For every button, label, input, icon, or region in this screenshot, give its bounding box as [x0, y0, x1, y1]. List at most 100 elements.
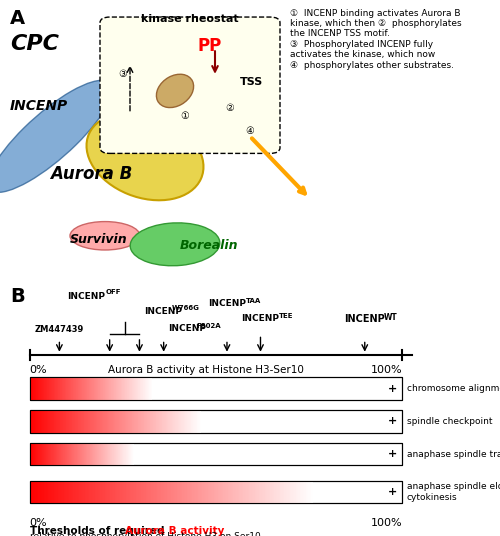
Bar	[66, 410, 68, 433]
Bar	[196, 481, 198, 503]
Bar	[102, 377, 104, 400]
Bar	[36, 481, 38, 503]
Bar	[130, 377, 131, 400]
Bar	[30, 481, 402, 503]
Bar	[232, 481, 234, 503]
Bar	[122, 481, 123, 503]
Bar	[37, 443, 38, 465]
Bar	[80, 377, 81, 400]
Bar	[107, 443, 108, 465]
Bar	[67, 443, 68, 465]
Bar	[204, 481, 205, 503]
Bar	[228, 481, 229, 503]
Bar	[38, 481, 40, 503]
Bar	[239, 481, 240, 503]
Bar	[201, 481, 202, 503]
Bar	[148, 377, 149, 400]
Bar	[246, 481, 248, 503]
Bar	[188, 410, 189, 433]
Bar	[215, 481, 216, 503]
Text: F802A: F802A	[196, 323, 220, 329]
Text: OFF: OFF	[106, 289, 121, 295]
Bar	[52, 443, 53, 465]
Bar	[170, 410, 171, 433]
Bar	[50, 443, 51, 465]
Bar	[293, 481, 294, 503]
Bar	[72, 377, 73, 400]
Bar	[30, 377, 402, 400]
Bar	[230, 481, 232, 503]
Bar	[109, 481, 110, 503]
Bar	[62, 377, 63, 400]
Bar	[106, 410, 108, 433]
Bar	[132, 481, 133, 503]
Bar	[67, 377, 68, 400]
Bar	[90, 443, 91, 465]
Bar	[99, 481, 100, 503]
Bar	[280, 481, 281, 503]
Text: B: B	[10, 287, 25, 306]
Bar	[249, 481, 250, 503]
Bar	[104, 443, 105, 465]
Text: Thresholds of required: Thresholds of required	[30, 526, 168, 536]
Bar	[174, 481, 176, 503]
Text: W766G: W766G	[172, 306, 200, 311]
Bar	[85, 443, 86, 465]
Bar	[32, 443, 33, 465]
Text: INCENP: INCENP	[67, 292, 105, 301]
Bar	[59, 377, 60, 400]
Bar	[48, 410, 50, 433]
Bar	[34, 481, 35, 503]
Bar	[91, 377, 92, 400]
Bar	[105, 377, 106, 400]
Text: +: +	[388, 416, 397, 426]
Bar	[98, 443, 99, 465]
Bar	[62, 410, 63, 433]
Bar	[69, 377, 70, 400]
Bar	[57, 443, 58, 465]
Bar	[89, 443, 90, 465]
Bar	[235, 481, 236, 503]
Bar	[58, 481, 59, 503]
Bar	[70, 410, 72, 433]
Bar	[78, 410, 80, 433]
Bar	[63, 377, 64, 400]
Bar	[133, 443, 134, 465]
Bar	[38, 377, 39, 400]
Bar	[70, 377, 71, 400]
Bar	[172, 410, 174, 433]
Bar	[98, 481, 99, 503]
Bar	[186, 481, 188, 503]
Bar	[180, 410, 181, 433]
Bar	[225, 481, 226, 503]
Bar	[116, 443, 117, 465]
Bar	[31, 481, 32, 503]
Bar	[66, 377, 67, 400]
Text: TSS: TSS	[240, 77, 263, 87]
Bar	[308, 481, 310, 503]
Bar	[128, 377, 129, 400]
Bar	[146, 481, 147, 503]
Bar	[70, 481, 72, 503]
Bar	[30, 481, 402, 503]
Bar	[64, 410, 66, 433]
Bar	[157, 410, 158, 433]
Bar	[129, 410, 130, 433]
Bar	[114, 481, 116, 503]
Text: chromosome alignment: chromosome alignment	[407, 384, 500, 393]
Bar	[69, 481, 70, 503]
Bar	[133, 410, 134, 433]
Bar	[76, 443, 77, 465]
Bar	[55, 481, 56, 503]
Bar	[44, 481, 45, 503]
Bar	[164, 410, 165, 433]
Text: +: +	[388, 449, 397, 459]
Bar	[80, 410, 81, 433]
Bar	[48, 377, 50, 400]
Bar	[86, 410, 87, 433]
Bar	[42, 410, 43, 433]
Bar	[57, 410, 58, 433]
Bar	[112, 481, 113, 503]
Bar	[88, 377, 89, 400]
Text: spindle checkpoint: spindle checkpoint	[407, 417, 492, 426]
